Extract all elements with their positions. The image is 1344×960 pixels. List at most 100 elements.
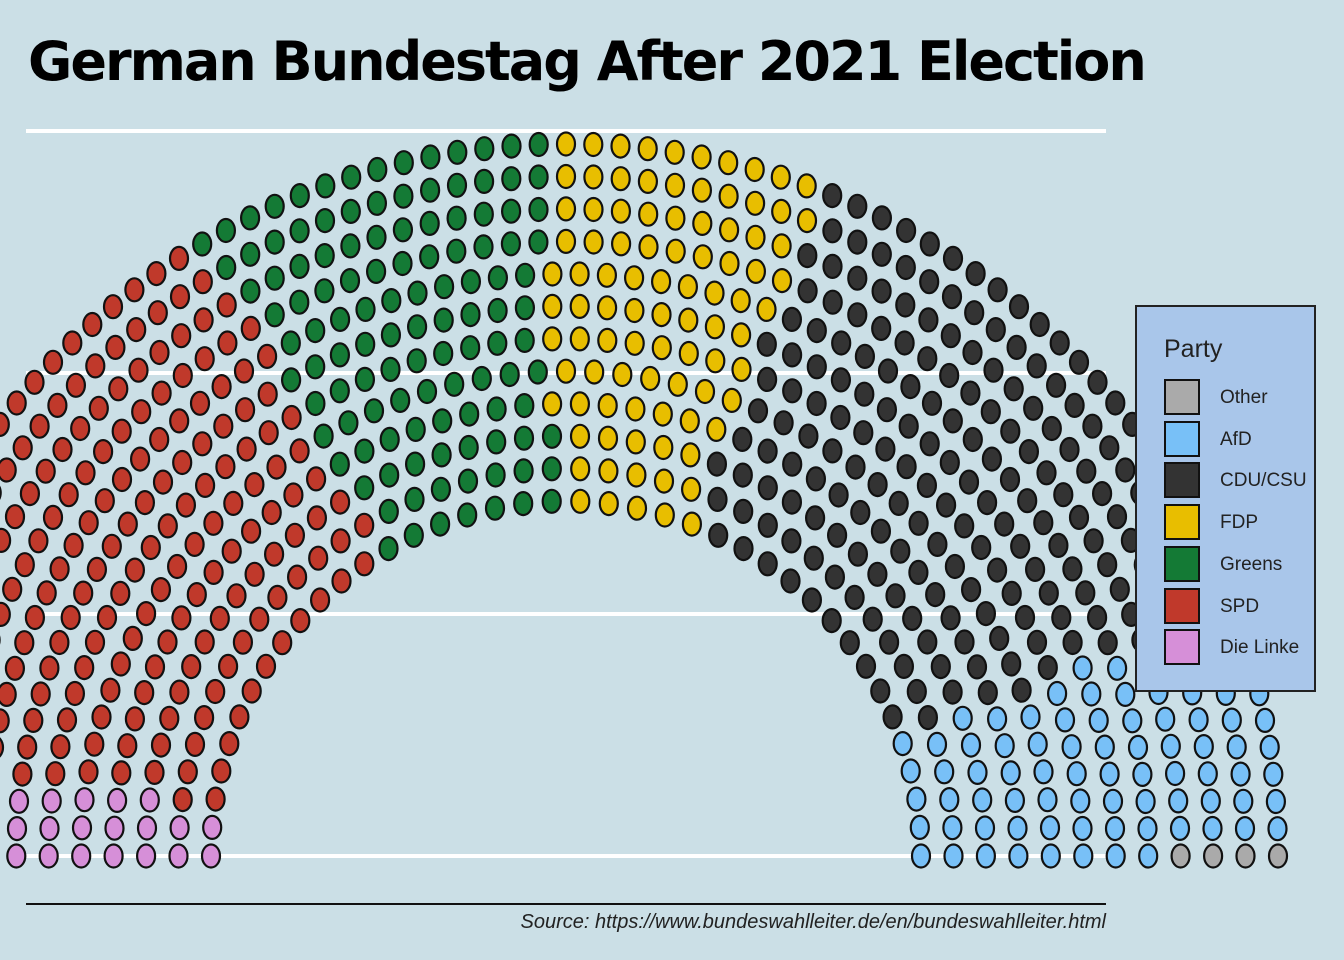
seat-greens [434,274,455,300]
seat-afd [1265,788,1287,815]
seat-spd [211,758,232,784]
seat-spd [217,330,238,356]
seat-greens [460,335,481,361]
seat-fdp [555,228,577,254]
seat-greens [528,164,549,190]
seat-afd [1027,731,1048,757]
seat-fdp [583,131,604,158]
seat-cdu-csu [1059,436,1080,463]
seat-fdp [569,293,590,319]
seat-spd [134,679,155,706]
seat-afd [1039,815,1061,841]
seat-spd [28,528,49,554]
seat-greens [393,150,414,176]
seat-afd [975,843,997,869]
seat-cdu-csu [847,541,869,567]
seat-fdp [596,295,618,321]
seat-greens [541,456,562,482]
seat-spd [232,629,253,655]
seat-fdp [718,217,740,243]
seat-cdu-csu [885,583,906,609]
seat-spd [152,469,174,495]
legend-label-other: Other [1220,387,1268,408]
seat-cdu-csu [756,366,778,392]
seat-spd [205,786,226,812]
seat-afd [1169,815,1191,842]
seat-cdu-csu [871,205,893,231]
seat-fdp [745,258,767,284]
seat-fdp [610,133,631,159]
seat-greens [460,269,481,295]
seat-afd [1197,761,1218,787]
seat-afd [1160,733,1181,759]
seat-greens [339,268,361,294]
seat-afd [1234,815,1256,842]
seat-cdu-csu [806,390,827,417]
seat-die-linke [200,843,222,869]
seat-greens [289,218,310,244]
seat-afd [1102,788,1124,814]
seat-greens [355,296,376,322]
seat-fdp [610,198,632,224]
seat-cdu-csu [1068,349,1090,375]
seat-fdp [555,163,577,190]
seat-cdu-csu [1026,629,1048,655]
seat-greens [280,330,301,356]
seat-spd [30,681,51,707]
seat-fdp [679,408,700,434]
seat-greens [340,198,361,224]
seat-cdu-csu [987,277,1008,303]
seat-cdu-csu [983,357,1004,383]
seat-spd [111,760,132,786]
seat-cdu-csu [939,362,960,389]
seat-afd [1259,734,1280,760]
source-divider [26,903,1106,905]
seat-cdu-csu [854,381,875,407]
seat-spd [110,580,131,607]
seat-greens [341,164,362,190]
seat-spd [24,604,46,631]
seat-greens [430,476,451,502]
seat-spd [308,545,329,571]
seat-cdu-csu [954,513,975,539]
seat-cdu-csu [1000,418,1021,444]
seat-cdu-csu [781,489,803,515]
seat-fdp [654,502,675,528]
seat-spd [175,492,196,518]
seat-spd [267,584,288,611]
seat-greens [379,426,400,452]
seat-cdu-csu [757,475,778,501]
seat-afd [960,732,982,758]
seat-die-linke [8,788,30,814]
seat-spd [0,681,17,707]
seat-cdu-csu [989,625,1010,652]
seat-fdp [624,297,645,324]
seat-fdp [771,268,793,294]
seat-fdp [731,356,752,382]
seat-afd [1127,734,1149,761]
seat-cdu-csu [830,367,852,393]
seat-fdp [796,208,818,234]
seat-spd [283,482,304,508]
seat-greens [366,190,387,216]
legend-swatch-greens [1164,545,1200,582]
seat-afd [967,759,988,786]
seat-afd [1037,787,1058,813]
seat-cdu-csu [975,600,997,627]
seat-afd [1122,708,1143,734]
seat-cdu-csu [1003,376,1024,402]
seat-greens [215,217,236,244]
seat-cdu-csu [1017,488,1038,514]
seat-fdp [744,190,766,216]
seat-spd [75,460,96,486]
seat-cdu-csu [896,454,917,480]
seat-afd [1004,787,1026,814]
seat-afd [986,706,1008,732]
seat-spd [354,551,375,577]
seat-spd [169,679,190,705]
seat-spd [184,731,206,758]
seat-spd [203,510,224,536]
seat-die-linke [136,843,157,869]
seat-afd [943,843,964,869]
seat-cdu-csu [888,490,909,516]
